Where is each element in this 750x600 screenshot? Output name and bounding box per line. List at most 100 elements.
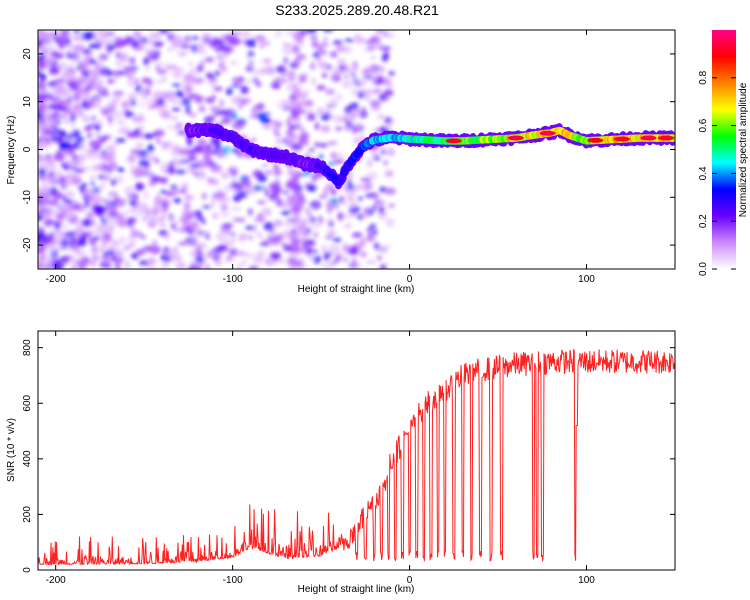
spectrogram-noise-blob [170, 115, 178, 121]
spectrogram-noise-blob [252, 170, 264, 178]
spectrogram-noise-blob [48, 31, 55, 37]
spectrogram-noise-blob [172, 160, 184, 168]
spectrogram-noise-blob [311, 40, 319, 49]
spectrogram-noise-blob [274, 132, 282, 138]
spectrogram-noise-blob [383, 88, 394, 97]
spectrogram-noise-blob [154, 61, 165, 67]
spectrogram-noise-blob [346, 183, 355, 191]
spectrogram-noise-blob [255, 186, 267, 191]
spectrogram-noise-blob [225, 108, 235, 113]
spectrogram-noise-blob [217, 152, 225, 159]
spectrogram-noise-blob [61, 176, 66, 186]
spectrogram-ytick-label: -20 [22, 237, 33, 252]
spectrogram-noise-blob [183, 194, 195, 201]
spectrogram-noise-blob [136, 181, 143, 190]
spectrogram-noise-blob [208, 181, 220, 185]
spectrogram-noise-blob [115, 51, 121, 60]
spectrogram-noise-blob [96, 78, 105, 84]
spectrogram-noise-blob [309, 217, 317, 223]
spectrogram-noise-blob [378, 46, 391, 51]
spectrogram-noise-blob [147, 215, 158, 224]
spectrogram-noise-blob [288, 76, 295, 81]
spectrogram-noise-blob [69, 114, 76, 122]
spectrogram-noise-blob [213, 255, 220, 262]
spectrogram-noise-blob [144, 266, 157, 269]
spectrogram-noise-blob [177, 51, 188, 57]
spectrogram-noise-blob [183, 36, 192, 41]
spectrogram-noise-blob [165, 30, 178, 33]
spectrogram-noise-blob [80, 147, 89, 152]
spectrogram-noise-blob [221, 172, 229, 180]
spectrogram-noise-blob [170, 222, 176, 230]
spectrogram-noise-blob [285, 219, 291, 229]
spectrogram-noise-blob [230, 148, 241, 154]
spectrogram-noise-blob [80, 231, 93, 238]
spectrogram-noise-blob [182, 222, 191, 228]
spectrogram-noise-blob [330, 152, 338, 159]
spectrogram-noise-blob [172, 35, 183, 45]
spectrogram-noise-blob [178, 147, 191, 156]
spectrogram-noise-blob [79, 256, 90, 266]
spectrogram-noise-blob [95, 156, 102, 160]
spectrogram-noise-blob [52, 190, 63, 200]
spectrogram-noise-blob [81, 182, 87, 189]
spectrogram-noise-blob [87, 152, 96, 161]
spectrogram-noise-blob [156, 192, 161, 202]
spectrogram-noise-blob [238, 238, 246, 242]
spectrogram-noise-blob [217, 243, 229, 251]
spectrogram-noise-blob [155, 80, 162, 84]
spectrogram-noise-blob [344, 64, 349, 73]
snr-xtick-label: 100 [578, 575, 595, 586]
spectrogram-noise-blob [114, 37, 124, 41]
spectrogram-noise-blob [56, 119, 61, 125]
spectrogram-noise-blob [111, 70, 122, 74]
spectrogram-noise-blob [107, 116, 113, 124]
spectrogram-noise-blob [152, 41, 164, 47]
spectrogram-noise-blob [297, 135, 306, 146]
spectrogram-noise-blob [282, 106, 291, 111]
spectrogram-noise-blob [333, 237, 342, 243]
spectrogram-noise-blob [376, 255, 382, 261]
spectrogram-noise-blob [210, 115, 216, 120]
spectrogram-noise-blob [98, 58, 103, 66]
spectrogram-noise-blob [306, 184, 317, 192]
spectrogram-noise-blob [219, 99, 224, 108]
spectrogram-noise-blob [208, 150, 221, 155]
spectrogram-noise-blob [353, 122, 364, 127]
spectrogram-noise-blob [386, 221, 394, 228]
spectrogram-noise-blob [113, 266, 122, 269]
spectrogram-noise-blob [124, 260, 131, 269]
spectrogram-noise-blob [325, 201, 333, 208]
spectrogram-noise-blob [253, 77, 258, 84]
spectrogram-noise-blob [230, 205, 242, 211]
spectrogram-noise-blob [369, 223, 377, 229]
spectrogram-noise-blob [38, 67, 43, 72]
spectrogram-noise-blob [152, 208, 158, 217]
spectrogram-noise-blob [38, 214, 44, 222]
spectrogram-noise-blob [314, 122, 320, 131]
spectrogram-noise-blob [137, 103, 147, 107]
spectrogram-noise-blob [127, 216, 137, 224]
spectrogram-noise-blob [38, 30, 47, 40]
spectrogram-noise-blob [99, 182, 106, 191]
spectrogram-noise-blob [70, 205, 78, 210]
spectrogram-noise-blob [281, 190, 290, 195]
spectrogram-noise-blob [48, 246, 55, 255]
spectrogram-noise-blob [291, 47, 301, 54]
spectrogram-noise-blob [381, 54, 389, 63]
spectrogram-noise-blob [92, 33, 97, 37]
spectrogram-noise-blob [73, 43, 86, 53]
spectrogram-noise-blob [170, 99, 182, 105]
spectrogram-noise-blob [230, 111, 237, 120]
spectrogram-noise-blob [342, 46, 353, 54]
spectrogram-noise-blob [202, 50, 208, 55]
spectrogram-noise-blob [118, 111, 124, 115]
spectrogram-noise-blob [287, 167, 293, 177]
spectrogram-noise-blob [89, 220, 97, 224]
spectrogram-noise-blob [193, 95, 204, 102]
spectrogram-noise-blob [233, 218, 246, 222]
spectrogram-noise-blob [252, 223, 258, 232]
spectrogram-noise-blob [292, 178, 298, 185]
spectrogram-noise-blob [329, 188, 337, 196]
